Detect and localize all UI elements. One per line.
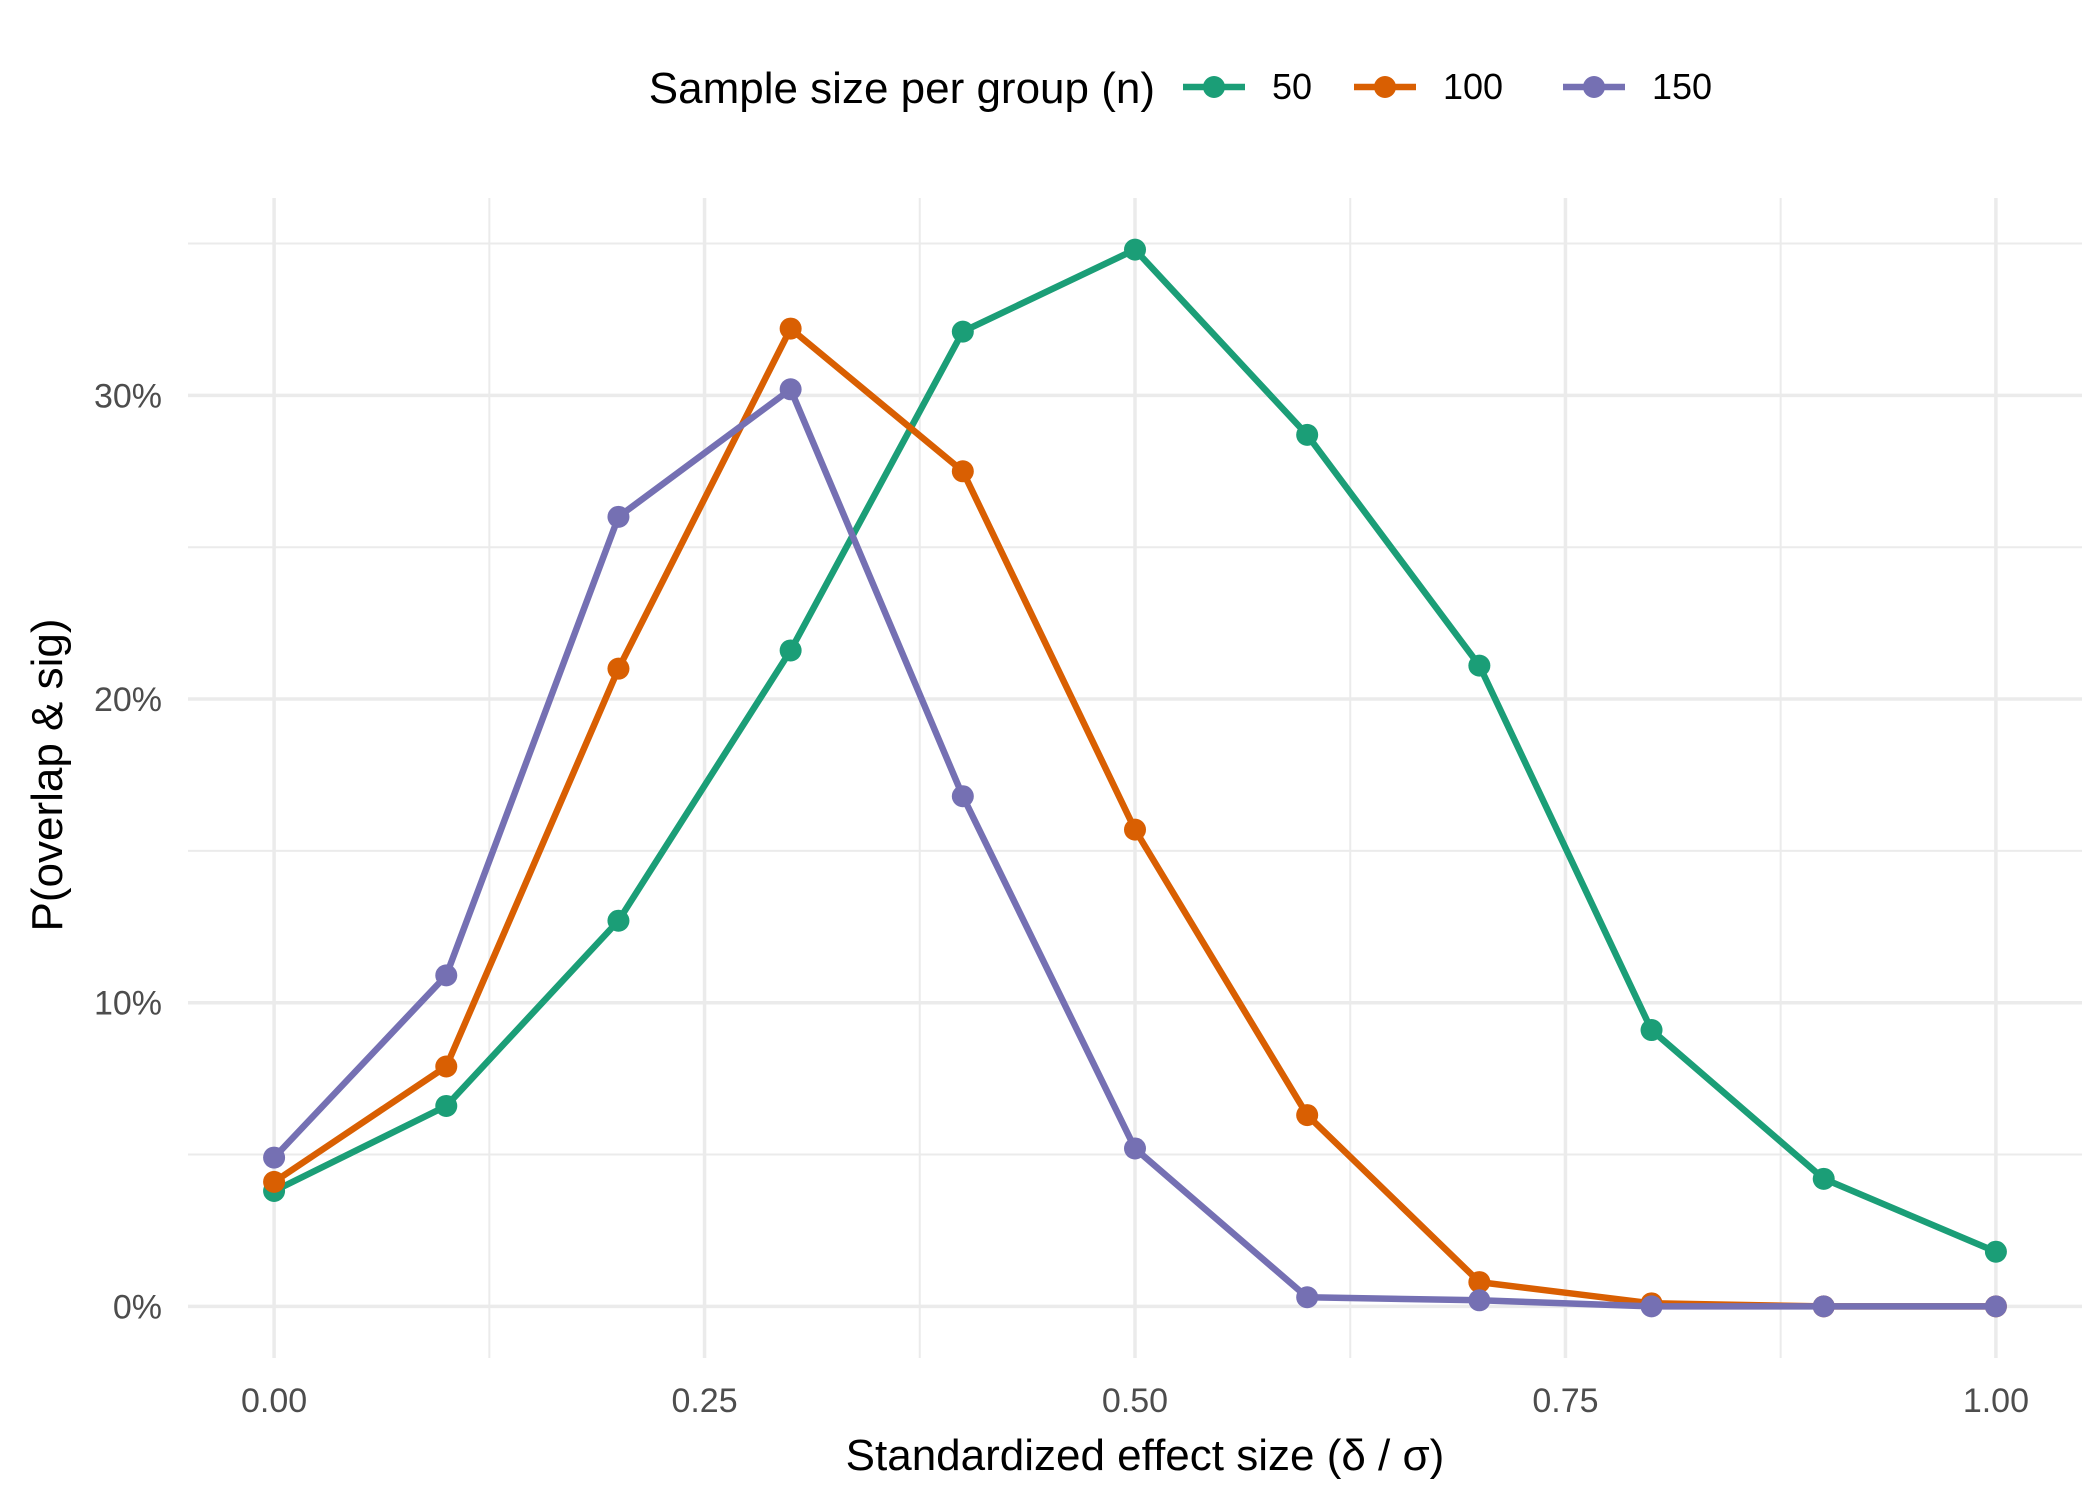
y-tick-label: 0% [113,1288,162,1326]
data-point [1812,1167,1835,1190]
data-point [263,1170,286,1193]
x-tick-label: 1.00 [1963,1382,2029,1420]
data-point [1124,238,1146,261]
data-point [1640,1019,1663,1042]
data-point [951,460,974,483]
data-point [1468,1271,1491,1294]
series-150 [263,378,2007,1318]
axes: Standardized effect size (δ / σ) P(overl… [23,377,2029,1480]
legend-title: Sample size per group (n) [649,64,1155,113]
data-point [1296,1104,1319,1127]
y-tick-label: 20% [94,681,162,719]
data-point [1296,1286,1319,1309]
data-point [1124,1137,1146,1160]
data-point [1296,423,1319,446]
legend-label: 150 [1652,66,1712,107]
data-point [263,1146,286,1169]
y-tick-label: 10% [94,985,162,1023]
data-point [1984,1295,2007,1318]
data-point [951,320,974,343]
legend-item-150: 150 [1563,66,1712,107]
data-point [607,909,630,932]
data-point [779,378,802,401]
data-point [779,317,802,340]
data-point [607,505,630,528]
x-tick-label: 0.25 [671,1382,737,1420]
y-axis-label: P(overlap & sig) [23,618,72,931]
data-point [435,1094,458,1117]
data-point [951,785,974,808]
x-tick-label: 0.50 [1102,1382,1168,1420]
legend: Sample size per group (n) 50 100 150 [649,64,1712,113]
data-point [1984,1240,2007,1263]
data-point [435,964,458,987]
legend-item-50: 50 [1183,66,1312,107]
data-point [1640,1295,1663,1318]
legend-key-point [1203,76,1225,98]
series-50 [263,238,2007,1263]
x-tick-label: 0.75 [1532,1382,1598,1420]
legend-key-point [1374,76,1396,98]
data-point [1468,1289,1491,1312]
legend-label: 100 [1443,66,1503,107]
data-point [1812,1295,1835,1318]
series-lines [263,238,2007,1318]
y-tick-label: 30% [94,377,162,415]
data-point [435,1055,458,1078]
grid [188,198,2082,1358]
x-tick-label: 0.00 [241,1382,307,1420]
data-point [1124,818,1146,841]
legend-item-100: 100 [1354,66,1503,107]
legend-key-point [1583,76,1605,98]
data-point [607,657,630,680]
data-point [1468,654,1491,677]
data-point [779,639,802,662]
legend-label: 50 [1272,66,1312,107]
x-axis-label: Standardized effect size (δ / σ) [846,1431,1445,1480]
